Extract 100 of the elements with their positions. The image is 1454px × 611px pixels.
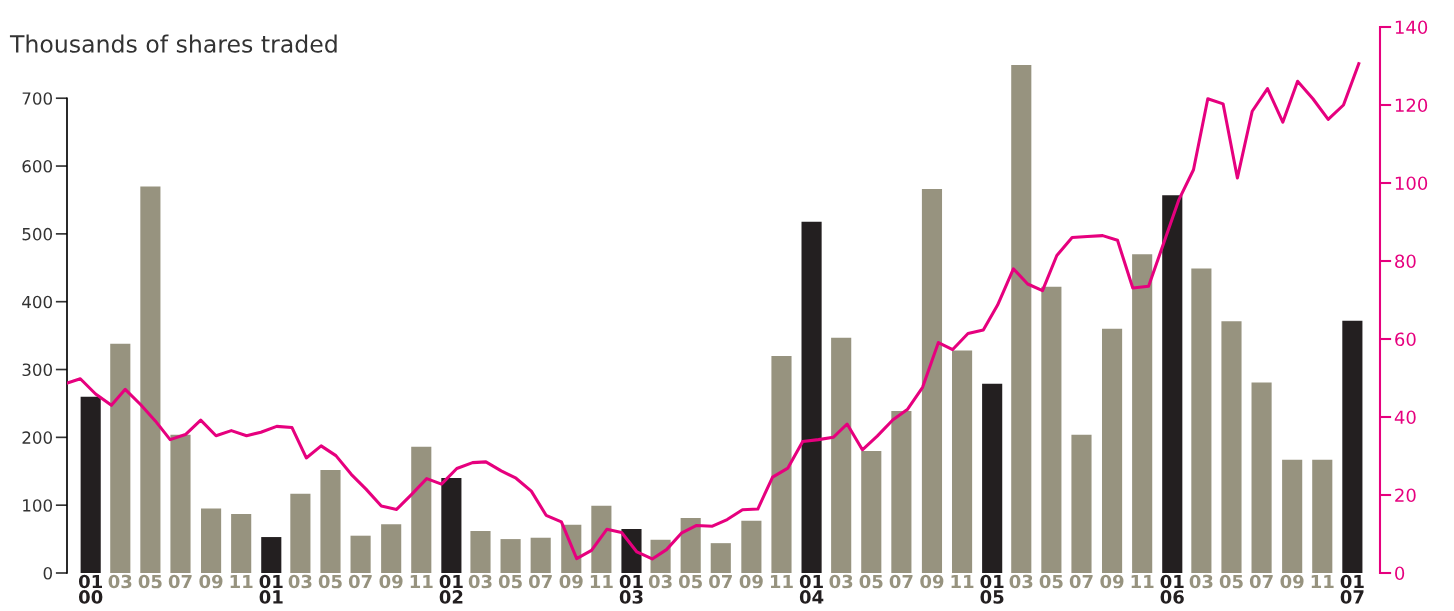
x-tick-label: 03 [108, 574, 132, 589]
x-tick-label: 09 [739, 574, 763, 589]
x-tick-label: 07 [889, 574, 913, 589]
bar [1162, 195, 1183, 573]
x-tick-label: 09 [1100, 574, 1124, 589]
x-tick-label: 03 [829, 574, 853, 589]
x-tick-label: 03 [1189, 574, 1213, 589]
y-tick-label: 200 [22, 431, 52, 444]
x-tick-label: 07 [528, 574, 552, 589]
x-tick-label: 11 [590, 574, 613, 589]
bar [1102, 328, 1123, 573]
bar [891, 410, 912, 573]
bar [921, 189, 943, 573]
x-tick-label: 05 [1039, 574, 1063, 589]
y2-tick-label: 120 [1395, 98, 1428, 113]
y2-tick-label: 140 [1395, 20, 1428, 35]
bar [741, 520, 762, 573]
x-tick-label: 07 [709, 574, 732, 589]
x-tick-label: 07 [1249, 574, 1273, 589]
x-tick-label: 11 [410, 574, 433, 589]
y-tick-label: 700 [22, 92, 52, 105]
x-tick-label: 03 [1009, 574, 1033, 589]
x-tick-label: 09 [920, 574, 944, 589]
chart-title: Thousands of shares traded [9, 34, 337, 53]
bar [290, 493, 311, 573]
x-tick-label: 05 [318, 574, 342, 589]
x-tick-label: 09 [559, 574, 583, 589]
bar [982, 383, 1003, 573]
x-tick-label: 11 [230, 574, 253, 589]
y2-tick-label: 40 [1394, 410, 1416, 425]
x-tick-label: 05 [678, 574, 702, 589]
bar [861, 450, 882, 573]
y-tick-label: 0 [43, 566, 52, 580]
bar [1312, 459, 1333, 573]
bar [771, 355, 792, 573]
bar [381, 524, 402, 573]
y-tick-label: 600 [22, 160, 52, 173]
bar [710, 543, 731, 573]
bar [1282, 459, 1303, 573]
bar [952, 350, 973, 573]
bar [1342, 320, 1363, 573]
x-tick-label: 01 01 [259, 574, 283, 604]
bar [320, 469, 341, 573]
x-tick-label: 11 [1131, 574, 1154, 589]
bar [1132, 254, 1153, 573]
bar [680, 518, 701, 573]
bar [470, 530, 491, 573]
x-tick-label: 01 02 [439, 574, 463, 604]
x-tick-label: 05 [138, 574, 162, 589]
bar [110, 343, 131, 573]
bar [350, 535, 371, 573]
y2-tick-label: 100 [1395, 176, 1428, 191]
y-tick-label: 500 [22, 227, 52, 241]
bar [80, 396, 101, 573]
y-tick-label: 400 [22, 295, 52, 309]
bar [170, 434, 191, 573]
bar [411, 446, 432, 573]
x-tick-label: 01 06 [1160, 574, 1184, 604]
x-tick-label: 01 00 [78, 574, 103, 604]
bar [500, 539, 521, 573]
x-tick-label: 09 [379, 574, 403, 589]
x-tick-label: 07 [348, 574, 372, 589]
x-tick-label: 01 04 [799, 574, 824, 604]
x-tick-label: 01 03 [619, 574, 643, 604]
x-tick-label: 07 [168, 574, 192, 589]
bar [231, 513, 252, 573]
bar [1251, 382, 1272, 573]
bar [1191, 268, 1212, 573]
bar [441, 478, 462, 573]
bar [1071, 434, 1092, 573]
bar [591, 505, 612, 573]
x-tick-label: 05 [859, 574, 883, 589]
y2-tick-label: 80 [1395, 254, 1416, 269]
bar [201, 508, 222, 573]
x-tick-label: 03 [288, 574, 312, 589]
x-tick-label: 01 07 [1340, 574, 1364, 604]
x-tick-label: 11 [1311, 574, 1334, 589]
bar [1041, 286, 1062, 573]
bar [831, 337, 852, 573]
line-series [67, 62, 1361, 561]
y2-tick-label: 60 [1395, 332, 1416, 347]
bar [530, 537, 551, 573]
x-tick-label: 09 [199, 574, 223, 589]
x-tick-label: 05 [1219, 574, 1243, 589]
x-tick-label: 07 [1069, 574, 1093, 589]
bar [261, 537, 282, 573]
y2-tick-label: 0 [1395, 566, 1405, 581]
x-tick-label: 05 [498, 574, 522, 589]
y-tick-label: 100 [23, 499, 52, 512]
bar [801, 221, 822, 573]
x-tick-label: 01 05 [980, 574, 1004, 604]
x-tick-label: 11 [951, 574, 974, 589]
x-tick-label: 09 [1280, 574, 1304, 589]
x-tick-label: 11 [770, 574, 793, 589]
y-tick-label: 300 [22, 363, 52, 377]
x-tick-label: 03 [468, 574, 492, 589]
x-tick-label: 03 [648, 574, 672, 589]
bar [1011, 64, 1032, 573]
bar [140, 186, 161, 573]
bar [1221, 321, 1242, 573]
